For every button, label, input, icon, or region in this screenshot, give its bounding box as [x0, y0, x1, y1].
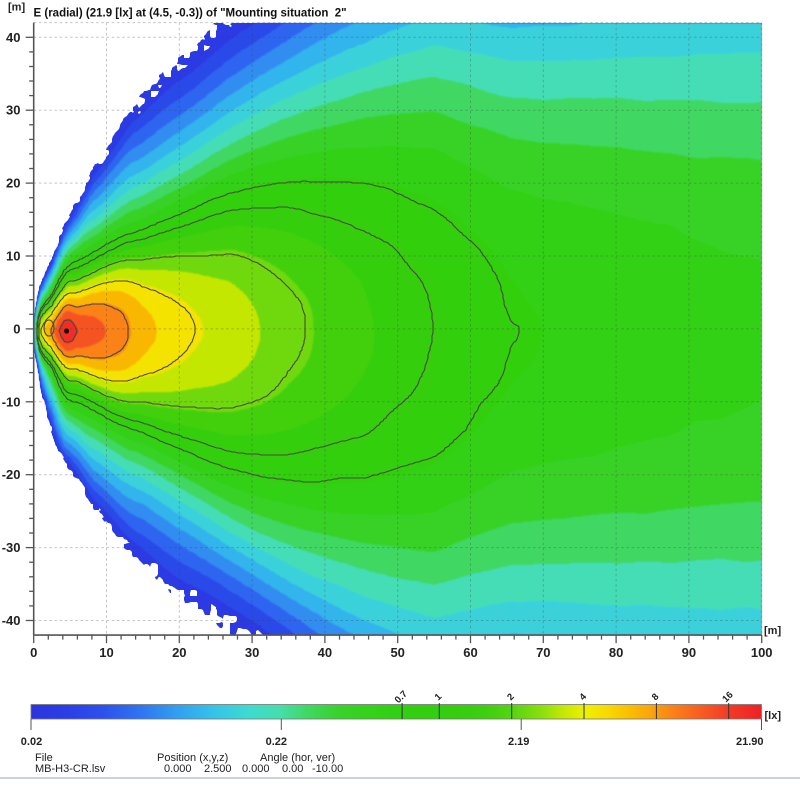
svg-text:30: 30 [6, 103, 20, 118]
svg-text:-20: -20 [2, 467, 21, 482]
svg-text:-40: -40 [2, 613, 21, 628]
svg-text:2.19: 2.19 [508, 736, 529, 748]
svg-text:0.000: 0.000 [242, 763, 270, 775]
svg-text:40: 40 [318, 645, 332, 660]
svg-text:Angle (hor, ver): Angle (hor, ver) [260, 752, 335, 764]
svg-text:0.02: 0.02 [21, 736, 42, 748]
svg-text:0.22: 0.22 [266, 736, 287, 748]
svg-text:80: 80 [609, 645, 623, 660]
svg-text:File: File [35, 752, 53, 764]
svg-text:10: 10 [99, 645, 113, 660]
svg-text:8: 8 [650, 691, 662, 703]
svg-text:60: 60 [463, 645, 477, 660]
svg-text:Position (x,y,z): Position (x,y,z) [157, 752, 228, 764]
svg-text:2.500: 2.500 [204, 763, 232, 775]
svg-text:-10.00: -10.00 [312, 763, 343, 775]
svg-text:[m]: [m] [764, 625, 781, 637]
svg-text:E (radial) (21.9 [lx] at (4.5,: E (radial) (21.9 [lx] at (4.5, -0.3)) of… [34, 8, 347, 20]
svg-text:70: 70 [536, 645, 550, 660]
svg-text:90: 90 [682, 645, 696, 660]
svg-text:-30: -30 [2, 540, 21, 555]
svg-text:100: 100 [751, 645, 773, 660]
svg-text:30: 30 [245, 645, 259, 660]
svg-text:MB-H3-CR.lsv: MB-H3-CR.lsv [35, 763, 106, 775]
svg-text:0.00: 0.00 [282, 763, 303, 775]
svg-text:40: 40 [6, 30, 20, 45]
svg-text:[m]: [m] [8, 2, 25, 14]
svg-text:20: 20 [172, 645, 186, 660]
svg-text:2: 2 [505, 691, 517, 703]
svg-text:0: 0 [30, 645, 37, 660]
svg-text:50: 50 [390, 645, 404, 660]
svg-text:10: 10 [6, 249, 20, 264]
svg-text:[lx]: [lx] [765, 710, 782, 722]
svg-text:20: 20 [6, 176, 20, 191]
svg-text:21.90: 21.90 [736, 736, 764, 748]
svg-text:0: 0 [13, 321, 20, 336]
svg-text:0.000: 0.000 [164, 763, 192, 775]
svg-text:-10: -10 [2, 394, 21, 409]
